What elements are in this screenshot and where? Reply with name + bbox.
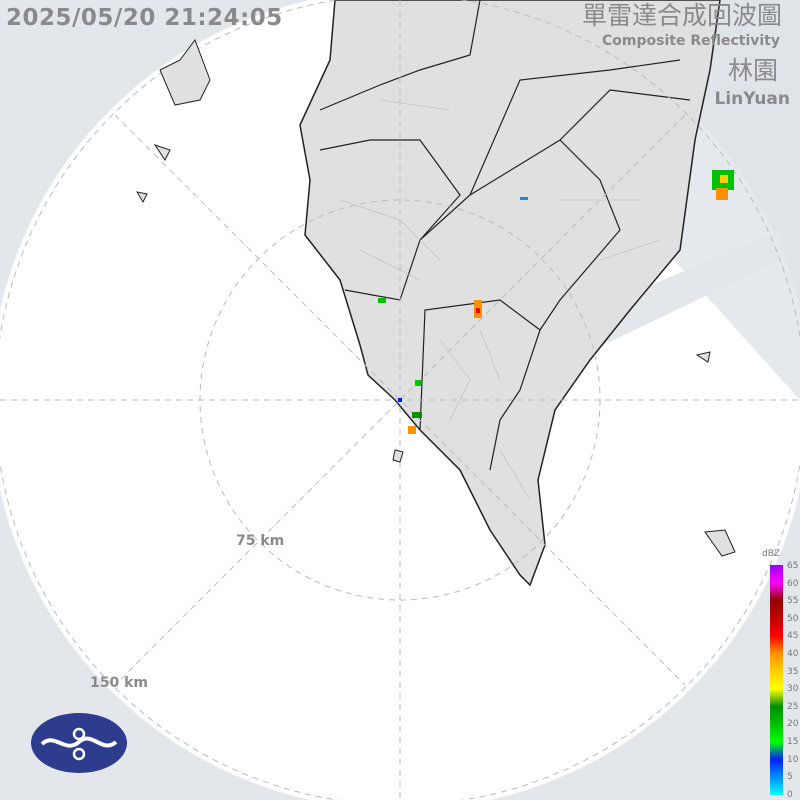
range-label-150: 150 km bbox=[90, 675, 148, 691]
county-borders bbox=[319, 0, 691, 471]
legend-tick: 30 bbox=[787, 684, 799, 695]
legend-tick: 5 bbox=[787, 772, 793, 783]
color-legend bbox=[770, 565, 783, 795]
legend-tick: 35 bbox=[787, 666, 799, 677]
legend-tick: 40 bbox=[787, 649, 799, 659]
timestamp: 2025/05/20 21:24:05 bbox=[6, 5, 283, 31]
legend-tick: 25 bbox=[787, 701, 799, 712]
islands bbox=[135, 38, 736, 557]
legend-tick: 45 bbox=[787, 631, 799, 642]
legend-tick: 20 bbox=[787, 719, 799, 730]
legend-tick: 65 bbox=[787, 561, 799, 571]
legend-tick: 60 bbox=[787, 578, 799, 589]
legend-tick: 50 bbox=[787, 613, 799, 624]
cwa-logo bbox=[31, 713, 127, 773]
station-name-zh: 林園 bbox=[727, 56, 778, 85]
taiwan-land bbox=[299, 0, 721, 587]
product-title-en: Composite Reflectivity bbox=[602, 33, 780, 49]
station-name-en: LinYuan bbox=[714, 89, 790, 109]
legend-unit: dBZ bbox=[762, 549, 781, 559]
legend-tick: 10 bbox=[787, 754, 799, 765]
product-title-zh: 單雷達合成回波圖 bbox=[581, 1, 782, 30]
legend-tick: 55 bbox=[787, 596, 799, 607]
echoes bbox=[378, 170, 734, 434]
legend-tick: 15 bbox=[787, 737, 799, 747]
legend-tick: 0 bbox=[787, 789, 793, 800]
range-label-75: 75 km bbox=[236, 533, 285, 549]
